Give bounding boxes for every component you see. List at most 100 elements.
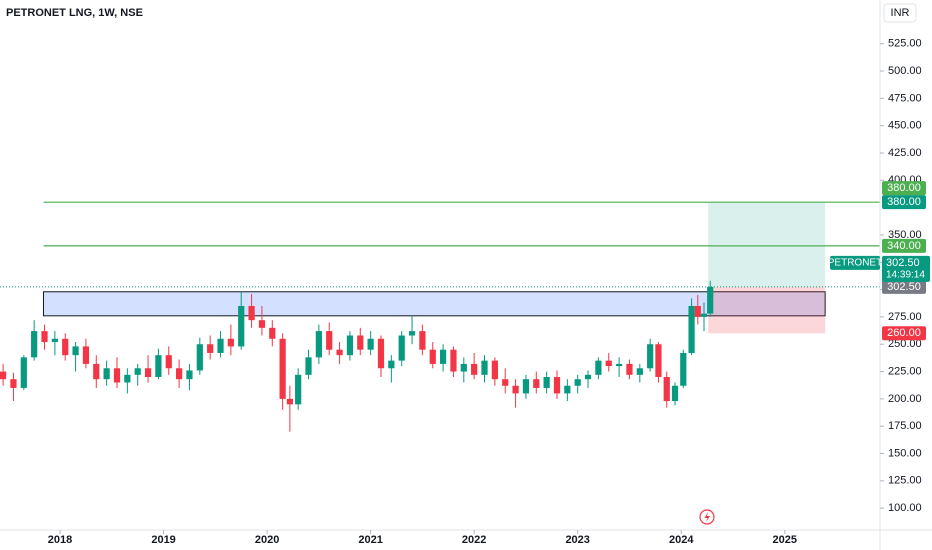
- candle: [207, 335, 214, 360]
- last-price-tag: 302.50: [886, 257, 920, 269]
- currency-button[interactable]: [883, 3, 917, 23]
- candle-body: [207, 344, 214, 353]
- x-tick-label: 2025: [773, 534, 797, 546]
- candle: [336, 342, 343, 364]
- candle: [636, 363, 643, 383]
- candle: [217, 331, 224, 358]
- candle-body: [103, 368, 110, 380]
- candle: [258, 305, 266, 336]
- candle-body: [688, 305, 695, 353]
- candle: [124, 368, 131, 394]
- candle: [533, 371, 540, 394]
- candle-body: [626, 363, 633, 375]
- alert-bolt[interactable]: [704, 512, 711, 522]
- candle: [103, 360, 110, 386]
- candle: [584, 370, 592, 388]
- x-tick-label: 2023: [565, 534, 589, 546]
- candle-body: [460, 363, 467, 372]
- candle-body: [533, 379, 540, 388]
- candle-body: [584, 374, 592, 380]
- candle: [269, 320, 276, 347]
- candle-body: [134, 368, 141, 375]
- candle-body: [336, 349, 343, 356]
- candle-body: [295, 374, 302, 405]
- candle-body: [367, 338, 374, 350]
- candle-body: [357, 335, 364, 350]
- candle: [165, 346, 172, 375]
- y-tick-label: 275.00: [888, 311, 922, 323]
- candle: [82, 338, 90, 369]
- candle-body: [31, 331, 38, 358]
- candle-body: [398, 335, 405, 361]
- symbol-tag: PETRONET: [828, 257, 882, 268]
- candle-body: [269, 327, 276, 339]
- currency[interactable]: INR: [891, 7, 910, 19]
- stop-tag: 260.00: [887, 327, 921, 339]
- candle: [522, 374, 530, 399]
- candle: [248, 293, 255, 328]
- last-price-tag-bg: [882, 255, 930, 282]
- candle-body: [616, 363, 623, 367]
- candle-body: [326, 331, 333, 350]
- candle: [227, 324, 234, 356]
- candle: [93, 355, 100, 388]
- y-tick-label: 100.00: [888, 502, 922, 514]
- plot: [0, 201, 880, 432]
- y-tick-label: 150.00: [888, 447, 922, 459]
- candle: [605, 352, 612, 372]
- candle-body: [315, 331, 322, 358]
- candle: [113, 357, 121, 388]
- candle-body: [72, 346, 79, 356]
- candle: [326, 322, 333, 356]
- candle: [279, 333, 286, 410]
- y-tick-label: 475.00: [888, 92, 922, 104]
- target-tag: 380.00: [887, 196, 921, 208]
- candle: [481, 355, 488, 383]
- entry-tag: 302.50: [887, 281, 921, 293]
- candle: [31, 320, 38, 361]
- stop-tag-bg: [882, 326, 926, 341]
- y-tick-label: 350.00: [888, 229, 922, 241]
- level-tag-bg: [882, 181, 926, 196]
- candle-body: [113, 368, 121, 383]
- level-tag-bg: [882, 238, 926, 253]
- x-tick-label: 2021: [358, 534, 382, 546]
- candle-body: [564, 385, 571, 394]
- candle: [408, 315, 416, 345]
- candle: [460, 357, 467, 383]
- alert-circle[interactable]: [699, 509, 715, 525]
- candle: [553, 370, 561, 399]
- candle-body: [196, 344, 203, 371]
- alert-icon[interactable]: [699, 509, 715, 525]
- candle-body: [186, 370, 193, 380]
- candle-body: [165, 355, 172, 369]
- candle: [346, 331, 354, 361]
- candle: [471, 352, 478, 380]
- candle-body: [671, 385, 679, 402]
- candle: [186, 363, 193, 391]
- candle: [564, 379, 571, 402]
- candle: [440, 344, 447, 372]
- candle: [41, 324, 48, 350]
- candle-body: [522, 379, 530, 394]
- y-tick-label: 525.00: [888, 38, 922, 50]
- candle-body: [248, 305, 255, 321]
- symbol-tag-bg: [830, 255, 880, 270]
- candle: [626, 359, 633, 380]
- candle-body: [124, 374, 131, 383]
- candle-body: [82, 346, 90, 364]
- candle: [286, 385, 293, 432]
- candle: [315, 324, 322, 364]
- candle-body: [595, 360, 602, 375]
- candle: [155, 348, 162, 380]
- candle-body: [238, 305, 245, 347]
- candle: [512, 379, 519, 408]
- candle: [543, 371, 550, 394]
- level-tag: 340.00: [887, 240, 921, 252]
- candle: [671, 382, 679, 406]
- y-tick-label: 450.00: [888, 120, 922, 132]
- candle-body: [655, 344, 662, 378]
- candle: [700, 302, 708, 332]
